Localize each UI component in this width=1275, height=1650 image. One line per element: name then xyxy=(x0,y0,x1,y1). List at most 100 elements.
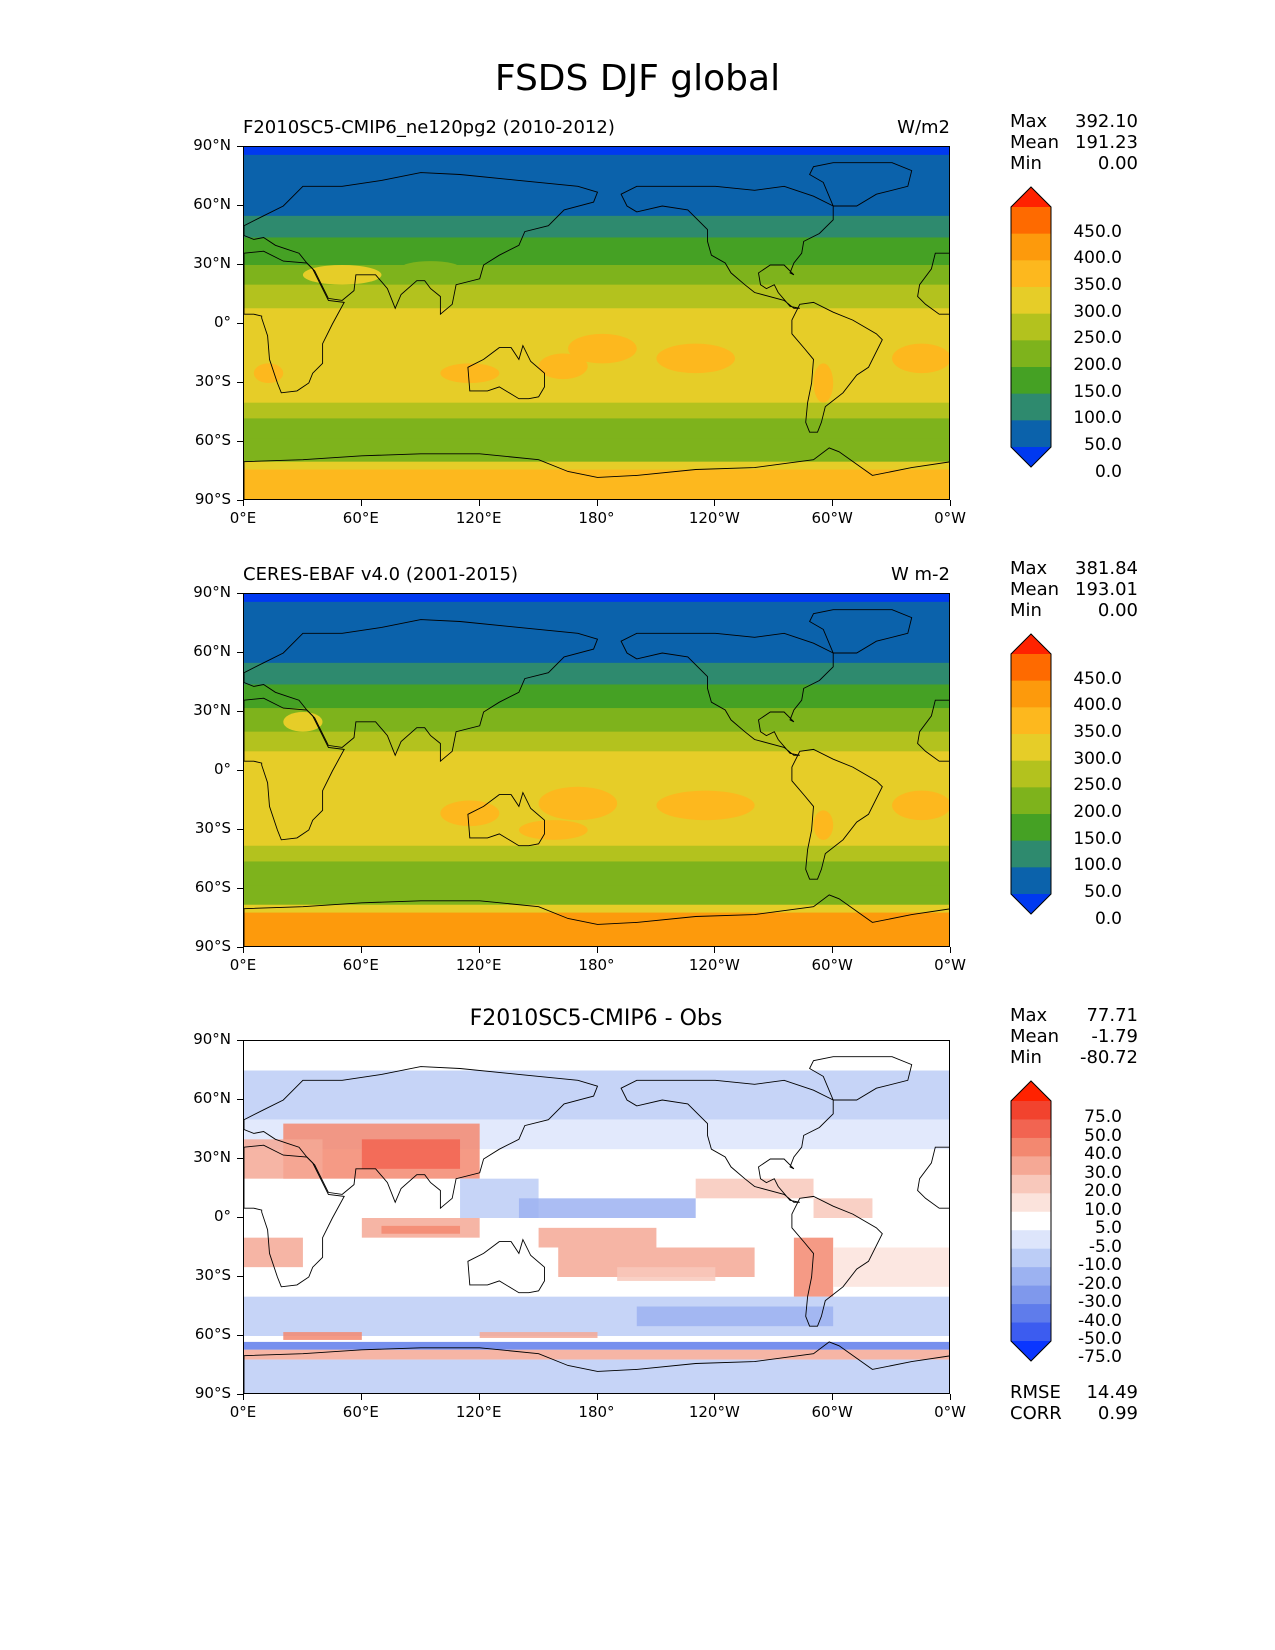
colorbar-extend-max xyxy=(1011,187,1051,207)
stat-label: Max xyxy=(1010,1005,1048,1026)
stat-value: 14.49 xyxy=(1086,1382,1138,1403)
africa-coastline xyxy=(244,250,345,394)
colorbar-extend-max xyxy=(1011,634,1051,654)
colorbar-segment xyxy=(1011,367,1051,395)
field-patch xyxy=(381,1225,461,1234)
field-band xyxy=(244,215,949,238)
lat-tick-label: 90°S xyxy=(194,1384,231,1402)
lat-tick-mark xyxy=(237,1040,243,1041)
lat-tick-mark xyxy=(237,1335,243,1336)
colorbar-wrap xyxy=(1010,1080,1052,1366)
lat-tick-mark xyxy=(237,1217,243,1218)
lat-tick-label: 60°S xyxy=(194,878,231,896)
panel-units: W m-2 xyxy=(890,564,950,585)
field-patch xyxy=(401,708,461,722)
lat-tick-label: 30°S xyxy=(194,372,231,390)
colorbar-segment xyxy=(1011,1304,1051,1324)
colorbar-tick-label: 150.0 xyxy=(1073,381,1122,402)
field-band xyxy=(244,731,949,752)
colorbar-extend-min xyxy=(1011,1341,1051,1361)
colorbar-segment xyxy=(1011,1137,1051,1157)
stat-mean: Mean -1.79 xyxy=(1010,1026,1138,1047)
lon-tick-label: 120°W xyxy=(688,1403,740,1421)
field-patch xyxy=(892,343,949,374)
colorbar-tick-label: 250.0 xyxy=(1073,328,1122,349)
stat-label: Min xyxy=(1010,1047,1042,1068)
lon-tick-mark xyxy=(832,947,834,953)
lon-tick-mark xyxy=(478,500,480,506)
lon-tick-mark xyxy=(360,947,362,953)
lon-tick-label: 120°E xyxy=(455,956,502,974)
panel-units: W/m2 xyxy=(897,117,950,138)
field-patch xyxy=(244,1139,323,1179)
antarctica-coastline xyxy=(244,1341,949,1393)
stat-value: 191.23 xyxy=(1075,132,1138,153)
colorbar-tick-label: -75.0 xyxy=(1078,1347,1122,1368)
colorbar-tick-label: 400.0 xyxy=(1073,695,1122,716)
colorbar-tick-label: 50.0 xyxy=(1084,882,1122,902)
stat-label: Min xyxy=(1010,153,1042,174)
field-band xyxy=(244,845,949,862)
panel-title: F2010SC5-CMIP6_ne120pg2 (2010-2012) xyxy=(243,117,615,138)
colorbar-outline xyxy=(1010,633,1052,915)
antarctica-coastline xyxy=(244,894,949,946)
colorbar-wrap xyxy=(1010,633,1052,919)
colorbar-segment xyxy=(1011,1267,1051,1287)
lat-tick-mark xyxy=(237,770,243,771)
colorbar-segment xyxy=(1011,340,1051,368)
colorbar-tick-label: 30.0 xyxy=(1084,1162,1122,1183)
lon-tick-mark xyxy=(714,1394,716,1400)
stat-rmse: RMSE 14.49 xyxy=(1010,1382,1138,1403)
colorbar-tick-label: 0.0 xyxy=(1094,908,1122,929)
lat-tick-label: 60°N xyxy=(193,195,231,213)
lat-tick-label: 90°N xyxy=(193,1030,231,1048)
lon-tick-mark xyxy=(360,500,362,506)
lon-tick-mark xyxy=(596,500,598,506)
north-america-coastline xyxy=(620,185,834,309)
map-field xyxy=(244,147,949,499)
colorbar-tick-label: 5.0 xyxy=(1094,1218,1122,1239)
colorbar-tick-label: 300.0 xyxy=(1073,748,1122,769)
field-patch xyxy=(656,790,755,821)
stat-value: 77.71 xyxy=(1086,1005,1138,1026)
lat-tick-label: 0° xyxy=(213,1207,231,1225)
field-patch xyxy=(813,810,834,840)
lat-tick-label: 30°N xyxy=(193,1148,231,1166)
colorbar-segment xyxy=(1011,1174,1051,1194)
field-patch xyxy=(813,363,834,403)
colorbar-tick-label: 200.0 xyxy=(1073,802,1122,822)
lat-tick-label: 60°S xyxy=(194,1325,231,1343)
lat-tick-mark xyxy=(237,205,243,206)
lat-tick-mark xyxy=(237,441,243,442)
field-patch xyxy=(253,363,284,383)
lon-tick-mark xyxy=(950,1394,951,1400)
lon-tick-mark xyxy=(360,1394,362,1400)
lat-tick-label: 90°S xyxy=(194,490,231,508)
greenland-coastline xyxy=(809,609,913,654)
colorbar-tick-label: -10.0 xyxy=(1078,1255,1122,1276)
lat-tick-mark xyxy=(237,146,243,147)
lon-tick-mark xyxy=(478,947,480,953)
colorbar-segment xyxy=(1011,1193,1051,1213)
stat-label: CORR xyxy=(1010,1403,1062,1424)
stat-value: 0.99 xyxy=(1097,1403,1138,1424)
lon-tick-label: 180° xyxy=(578,509,615,527)
field-patch xyxy=(518,820,588,840)
colorbar-segment xyxy=(1011,734,1051,762)
lon-tick-label: 60°W xyxy=(811,509,853,527)
stat-max: Max 392.10 xyxy=(1010,111,1138,132)
field-patch xyxy=(244,1296,949,1336)
field-band xyxy=(244,402,949,419)
south-america-coastline xyxy=(791,301,883,433)
colorbar-tick-label: 50.0 xyxy=(1084,1125,1122,1146)
field-patch xyxy=(302,265,382,285)
stat-min: Min 0.00 xyxy=(1010,600,1138,621)
colorbar-segment xyxy=(1011,1156,1051,1176)
lat-tick-label: 90°N xyxy=(193,583,231,601)
colorbar-tick-label: -50.0 xyxy=(1078,1329,1122,1349)
lat-tick-mark xyxy=(237,888,243,889)
colorbar-tick-label: 10.0 xyxy=(1084,1199,1122,1220)
lat-tick-label: 60°N xyxy=(193,642,231,660)
field-patch xyxy=(244,1041,949,1071)
colorbar xyxy=(1010,1080,1052,1362)
